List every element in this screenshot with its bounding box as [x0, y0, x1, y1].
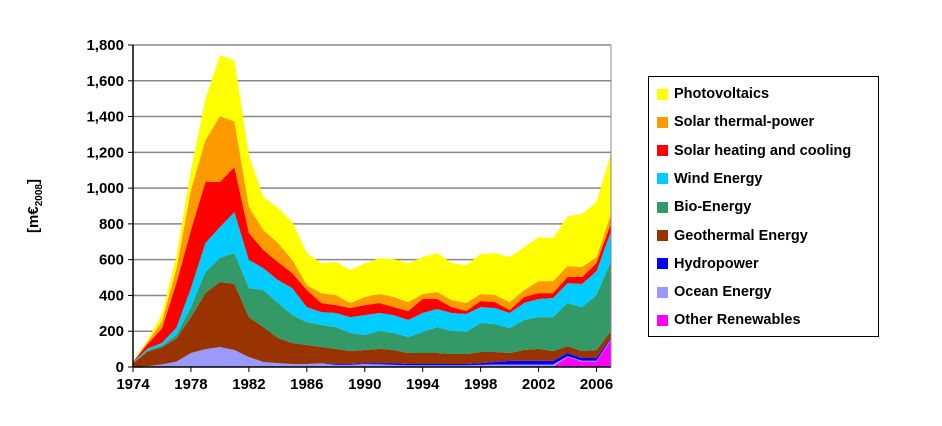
x-tick-labels: 1974 1978 1982 1986 1990 1994 1998 2002 2006 — [116, 376, 613, 393]
legend-label: Solar thermal-power — [674, 114, 815, 131]
y-tick-labels: 0 200 400 600 800 1,000 1,200 1,400 1,600 1,800 — [86, 37, 124, 376]
legend-item-other-renewables: Other Renewables — [657, 310, 801, 330]
y-tick-label: 400 — [99, 287, 124, 304]
x-tick-label: 1994 — [406, 376, 440, 393]
legend-swatch — [657, 230, 668, 241]
legend-swatch — [657, 201, 668, 213]
x-tick-label: 1986 — [290, 376, 323, 393]
y-tick-label: 600 — [99, 252, 124, 269]
legend-label: Photovoltaics — [674, 86, 770, 102]
area-bio-energy — [133, 253, 611, 364]
legend-item-photovoltaics: Photovoltaics — [657, 84, 769, 104]
y-tick-label: 1,400 — [86, 109, 124, 126]
legend: Photovoltaics Solar thermal-power Solar he… — [648, 76, 879, 337]
area-other-renewables — [133, 340, 611, 367]
legend-swatch — [657, 173, 668, 185]
x-tick-label: 1982 — [232, 376, 265, 393]
x-tick-label: 1990 — [348, 376, 381, 393]
x-tick-label: 2002 — [522, 376, 555, 393]
area-solar-thermal-power — [133, 116, 611, 362]
y-tick-label: 800 — [99, 216, 124, 233]
area-wind-energy — [133, 212, 611, 363]
axes — [132, 45, 612, 368]
legend-item-solar-heating-and-cooling: Solar heating and cooling — [657, 141, 851, 161]
legend-swatch — [657, 145, 668, 157]
x-tick-label: 1978 — [174, 376, 207, 393]
legend-swatch — [657, 314, 668, 326]
legend-label: Hydropower — [674, 255, 759, 272]
y-axis-label: [m€2008] — [25, 179, 45, 233]
legend-item-bio-energy: Bio-Energy — [657, 197, 751, 217]
x-tick-label: 1998 — [464, 376, 497, 393]
area-series — [133, 55, 611, 367]
area-geothermal-energy — [133, 282, 611, 367]
legend-swatch — [657, 258, 668, 270]
area-ocean-energy — [133, 339, 611, 367]
legend-item-solar-thermal-power: Solar thermal-power — [657, 112, 814, 132]
legend-label: Ocean Energy — [674, 284, 772, 301]
y-tick-label: 1,200 — [86, 144, 124, 161]
legend-swatch — [657, 88, 668, 100]
x-tick-label: 2006 — [580, 376, 613, 393]
legend-item-wind-energy: Wind Energy — [657, 169, 763, 189]
legend-item-ocean-energy: Ocean Energy — [657, 282, 772, 302]
y-axis-label-end: ] — [25, 179, 42, 184]
legend-swatch — [657, 286, 668, 298]
legend-label: Geothermal Energy — [674, 227, 808, 244]
y-axis-label-main: [m€ — [25, 206, 42, 233]
y-tick-label: 1,000 — [86, 180, 124, 197]
y-tick-label: 200 — [99, 323, 124, 340]
legend-swatch — [657, 116, 668, 128]
legend-label: Wind Energy — [674, 170, 763, 187]
x-tick-label: 1974 — [116, 376, 150, 393]
legend-label: Other Renewables — [674, 312, 801, 329]
legend-label: Solar heating and cooling — [674, 142, 852, 159]
y-tick-label: 1,600 — [86, 73, 124, 90]
y-tick-label: 0 — [116, 359, 124, 376]
y-tick-label: 1,800 — [86, 37, 124, 54]
legend-item-hydropower: Hydropower — [657, 254, 759, 274]
legend-label: Bio-Energy — [674, 199, 752, 216]
y-axis-label-sub: 2008 — [34, 184, 45, 207]
area-photovoltaics — [133, 55, 611, 362]
legend-item-geothermal-energy: Geothermal Energy — [657, 226, 808, 246]
